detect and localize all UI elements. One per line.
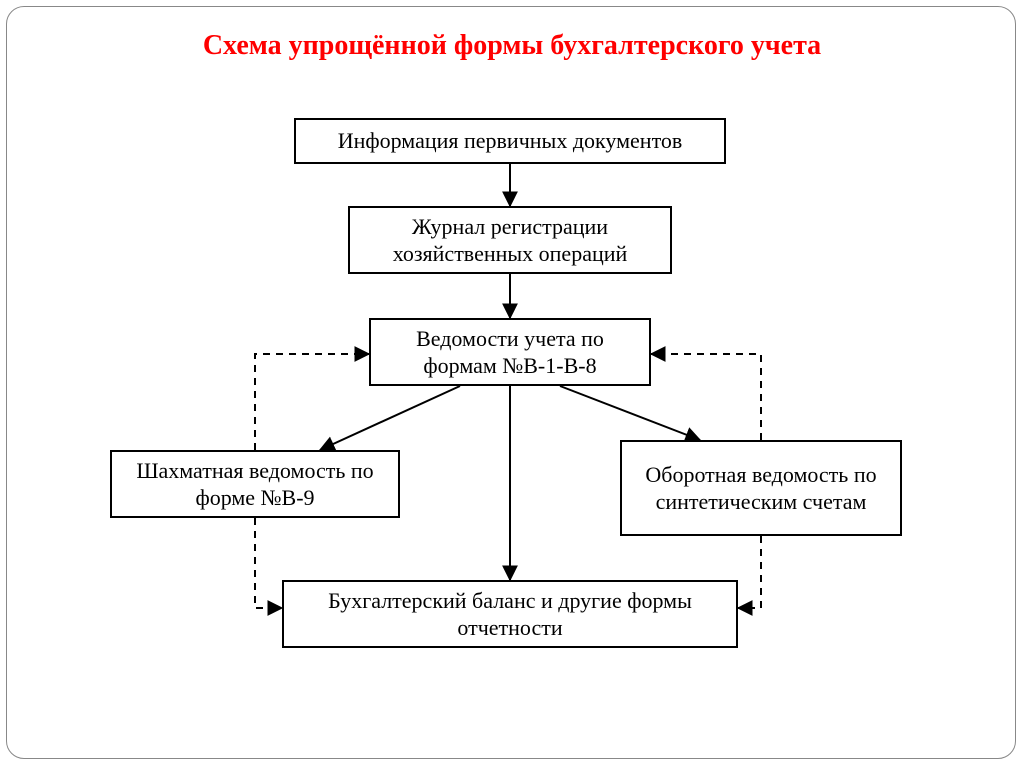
node-n6: Бухгалтерский баланс и другие формы отче… [282, 580, 738, 648]
node-n3: Ведомости учета по формам №В-1-В-8 [369, 318, 651, 386]
diagram-title: Схема упрощённой формы бухгалтерского уч… [0, 30, 1024, 62]
node-n1: Информация первичных документов [294, 118, 726, 164]
node-n2: Журнал регистрации хозяйственных операци… [348, 206, 672, 274]
node-n5: Оборотная ведомость по синтетическим сче… [620, 440, 902, 536]
node-n4: Шахматная ведомость по форме №В-9 [110, 450, 400, 518]
